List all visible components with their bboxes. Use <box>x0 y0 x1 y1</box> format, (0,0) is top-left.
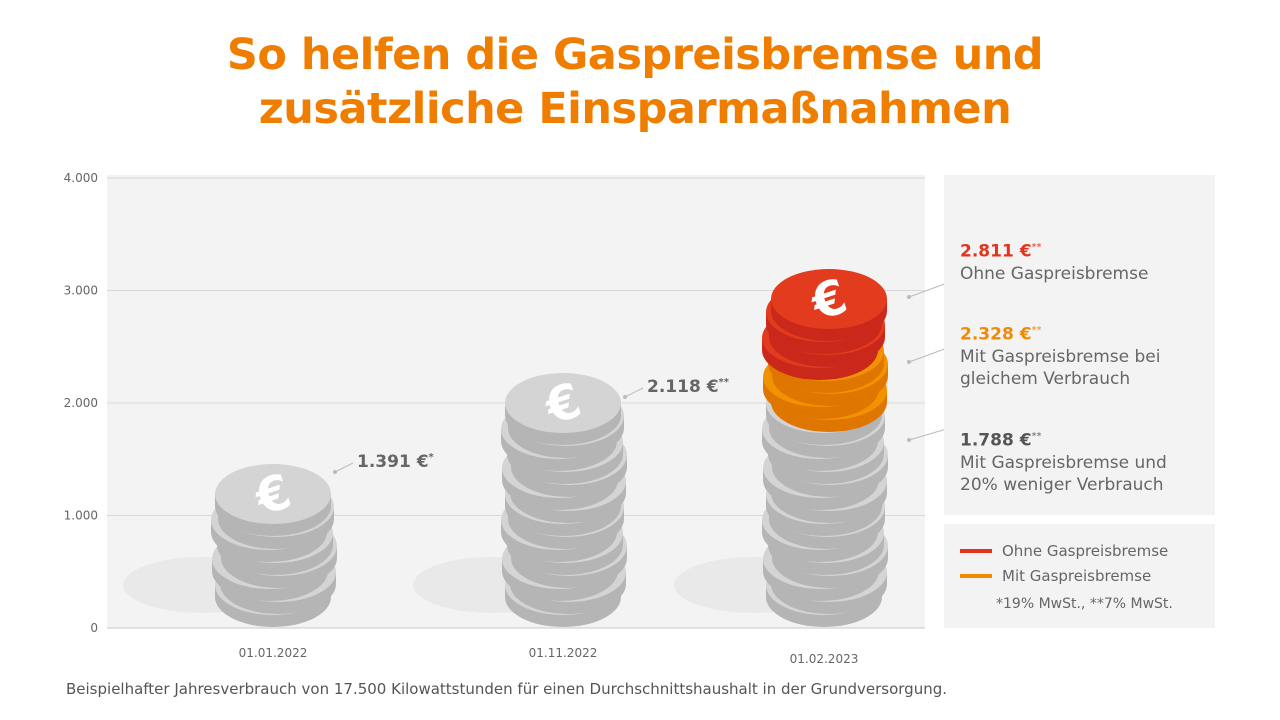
x-tick-label: 01.11.2022 <box>529 646 598 660</box>
entry-text: 20% weniger Verbrauch <box>960 474 1164 495</box>
legend-label: Ohne Gaspreisbremse <box>1002 542 1169 560</box>
footnote: Beispielhafter Jahresverbrauch von 17.50… <box>66 680 948 698</box>
entry-mark: ** <box>1031 242 1042 253</box>
legend-swatch <box>960 549 992 553</box>
leader-line <box>624 387 644 398</box>
leader-dot <box>907 360 911 364</box>
entry-text: Mit Gaspreisbremse und <box>960 452 1167 473</box>
value-panel: 2.811 €** Ohne Gaspreisbremse 2.328 €** … <box>944 175 1215 515</box>
entry-mark: ** <box>1031 325 1042 336</box>
coin-stack: € <box>762 268 888 627</box>
coin: € <box>771 268 887 341</box>
legend-item-mit: Mit Gaspreisbremse <box>960 567 1151 585</box>
data-label: 1.391 €* <box>357 452 435 472</box>
entry-text: gleichem Verbrauch <box>960 368 1131 389</box>
data-label-mark: * <box>429 452 435 463</box>
y-tick-label: 0 <box>90 621 98 635</box>
coin-stack: € <box>501 372 627 627</box>
legend-swatch <box>960 574 992 578</box>
x-tick-label: 01.02.2023 <box>790 652 859 666</box>
leader-line <box>908 281 951 298</box>
entry-value: 2.811 € <box>960 241 1032 262</box>
legend-label: Mit Gaspreisbremse <box>1002 567 1152 585</box>
x-tick-label: 01.01.2022 <box>239 646 308 660</box>
vat-note: *19% MwSt., **7% MwSt. <box>996 596 1173 612</box>
entry-value: 2.328 € <box>960 324 1032 345</box>
entry-mark: ** <box>1031 431 1042 442</box>
coin-stack: € <box>211 463 337 627</box>
leader-dot <box>907 295 911 299</box>
y-tick-label: 3.000 <box>64 284 98 298</box>
leader-dot <box>907 438 911 442</box>
entry-text: Ohne Gaspreisbremse <box>960 263 1149 284</box>
title-line-2: zusätzliche Einsparmaßnahmen <box>258 84 1012 134</box>
entry-ohne: 2.811 €** Ohne Gaspreisbremse <box>960 237 1148 285</box>
data-label-mark: ** <box>719 377 730 388</box>
legend-item-ohne: Ohne Gaspreisbremse <box>960 542 1168 560</box>
leader-line <box>908 427 951 441</box>
leader-dot <box>623 395 627 399</box>
leader-dot <box>333 470 337 474</box>
leader-line <box>908 346 951 363</box>
coin: € <box>215 463 331 536</box>
entry-weniger: 1.788 €** Mit Gaspreisbremse und 20% wen… <box>960 426 1167 496</box>
coin: € <box>505 372 621 445</box>
y-tick-label: 1.000 <box>64 509 98 523</box>
legend: Ohne Gaspreisbremse Mit Gaspreisbremse *… <box>944 524 1215 628</box>
y-tick-label: 2.000 <box>64 396 98 410</box>
chart-title: So helfen die Gaspreisbremse und zusätzl… <box>0 28 1270 136</box>
entry-text: Mit Gaspreisbremse bei <box>960 346 1161 367</box>
y-tick-label: 4.000 <box>64 171 98 185</box>
leader-line <box>334 462 354 473</box>
entry-value: 1.788 € <box>960 430 1032 451</box>
title-line-1: So helfen die Gaspreisbremse und <box>226 30 1044 80</box>
data-label: 2.118 €** <box>647 377 730 397</box>
entry-mit: 2.328 €** Mit Gaspreisbremse bei gleiche… <box>960 320 1160 390</box>
